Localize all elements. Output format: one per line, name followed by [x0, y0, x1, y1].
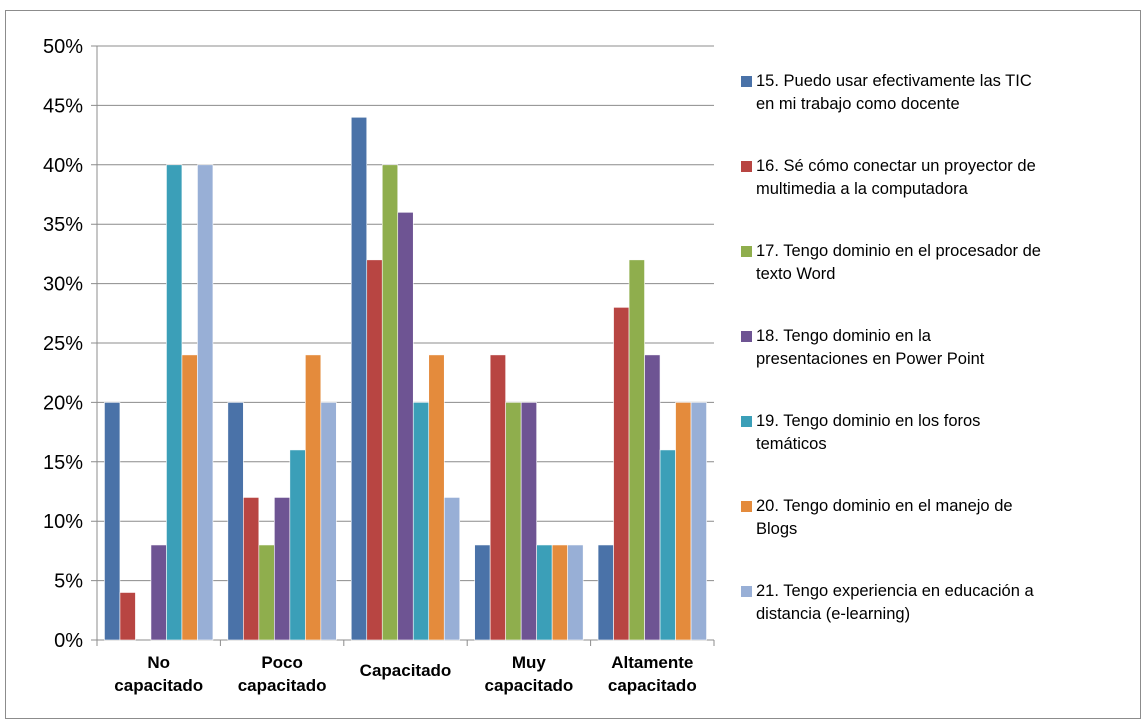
legend-swatch [741, 331, 752, 342]
x-category-label: Altamente capacitado [608, 653, 697, 695]
bar [227, 402, 244, 641]
bar [104, 402, 121, 641]
legend-swatch [741, 501, 752, 512]
legend-swatch [741, 246, 752, 257]
y-tick-label: 40% [43, 155, 83, 177]
bar [551, 544, 568, 641]
y-tick-label: 25% [43, 333, 83, 355]
bar [489, 354, 506, 641]
y-tick-label: 10% [43, 511, 83, 533]
legend-swatch [741, 586, 752, 597]
bar [474, 544, 491, 641]
bar [397, 212, 414, 641]
chart-frame [5, 10, 1141, 719]
y-tick-label: 5% [54, 571, 83, 593]
legend-swatch [741, 76, 752, 87]
bar [305, 354, 322, 641]
y-tick-label: 15% [43, 452, 83, 474]
legend-label: 21. Tengo experiencia en educación a dis… [756, 582, 1034, 623]
bar [520, 402, 537, 641]
bar [243, 497, 260, 641]
bar [628, 259, 645, 641]
bar [366, 259, 383, 641]
y-tick-label: 50% [43, 36, 83, 58]
bar [150, 544, 167, 641]
legend-label: 18. Tengo dominio en la presentaciones e… [756, 327, 985, 368]
y-tick-label: 35% [43, 214, 83, 236]
x-category-label: Capacitado [360, 661, 452, 680]
bar [320, 402, 337, 641]
bar [258, 544, 275, 641]
x-category-label: No capacitado [114, 653, 203, 695]
y-tick-label: 20% [43, 392, 83, 414]
bar [597, 544, 614, 641]
bar [659, 449, 676, 641]
x-category-label: Muy capacitado [484, 653, 573, 695]
bar [644, 354, 661, 641]
y-tick-label: 0% [54, 630, 83, 652]
bar [119, 592, 136, 641]
bar [412, 402, 430, 641]
bar [197, 164, 214, 641]
legend-label: 15. Puedo usar efectivamente las TIC en … [756, 72, 1032, 113]
bar [567, 544, 584, 641]
bar [350, 116, 368, 641]
bar [166, 164, 183, 641]
legend-label: 17. Tengo dominio en el procesador de te… [756, 242, 1041, 283]
legend-label: 19. Tengo dominio en los foros temáticos [756, 412, 981, 453]
y-tick-label: 30% [43, 274, 83, 296]
bar [274, 497, 291, 641]
bar [536, 544, 553, 641]
legend-label: 20. Tengo dominio en el manejo de Blogs [756, 497, 1013, 538]
y-tick-label: 45% [43, 95, 83, 117]
bar [289, 449, 306, 641]
bar [690, 402, 707, 641]
bar [613, 307, 630, 641]
bar [505, 402, 522, 641]
x-category-label: Poco capacitado [238, 653, 327, 695]
bar [443, 497, 461, 641]
bar [675, 402, 692, 641]
legend-label: 16. Sé cómo conectar un proyector de mul… [756, 157, 1036, 198]
legend-swatch [741, 416, 752, 427]
bar [381, 164, 399, 641]
legend-swatch [741, 161, 752, 172]
bar [428, 354, 445, 641]
bar [181, 354, 198, 641]
